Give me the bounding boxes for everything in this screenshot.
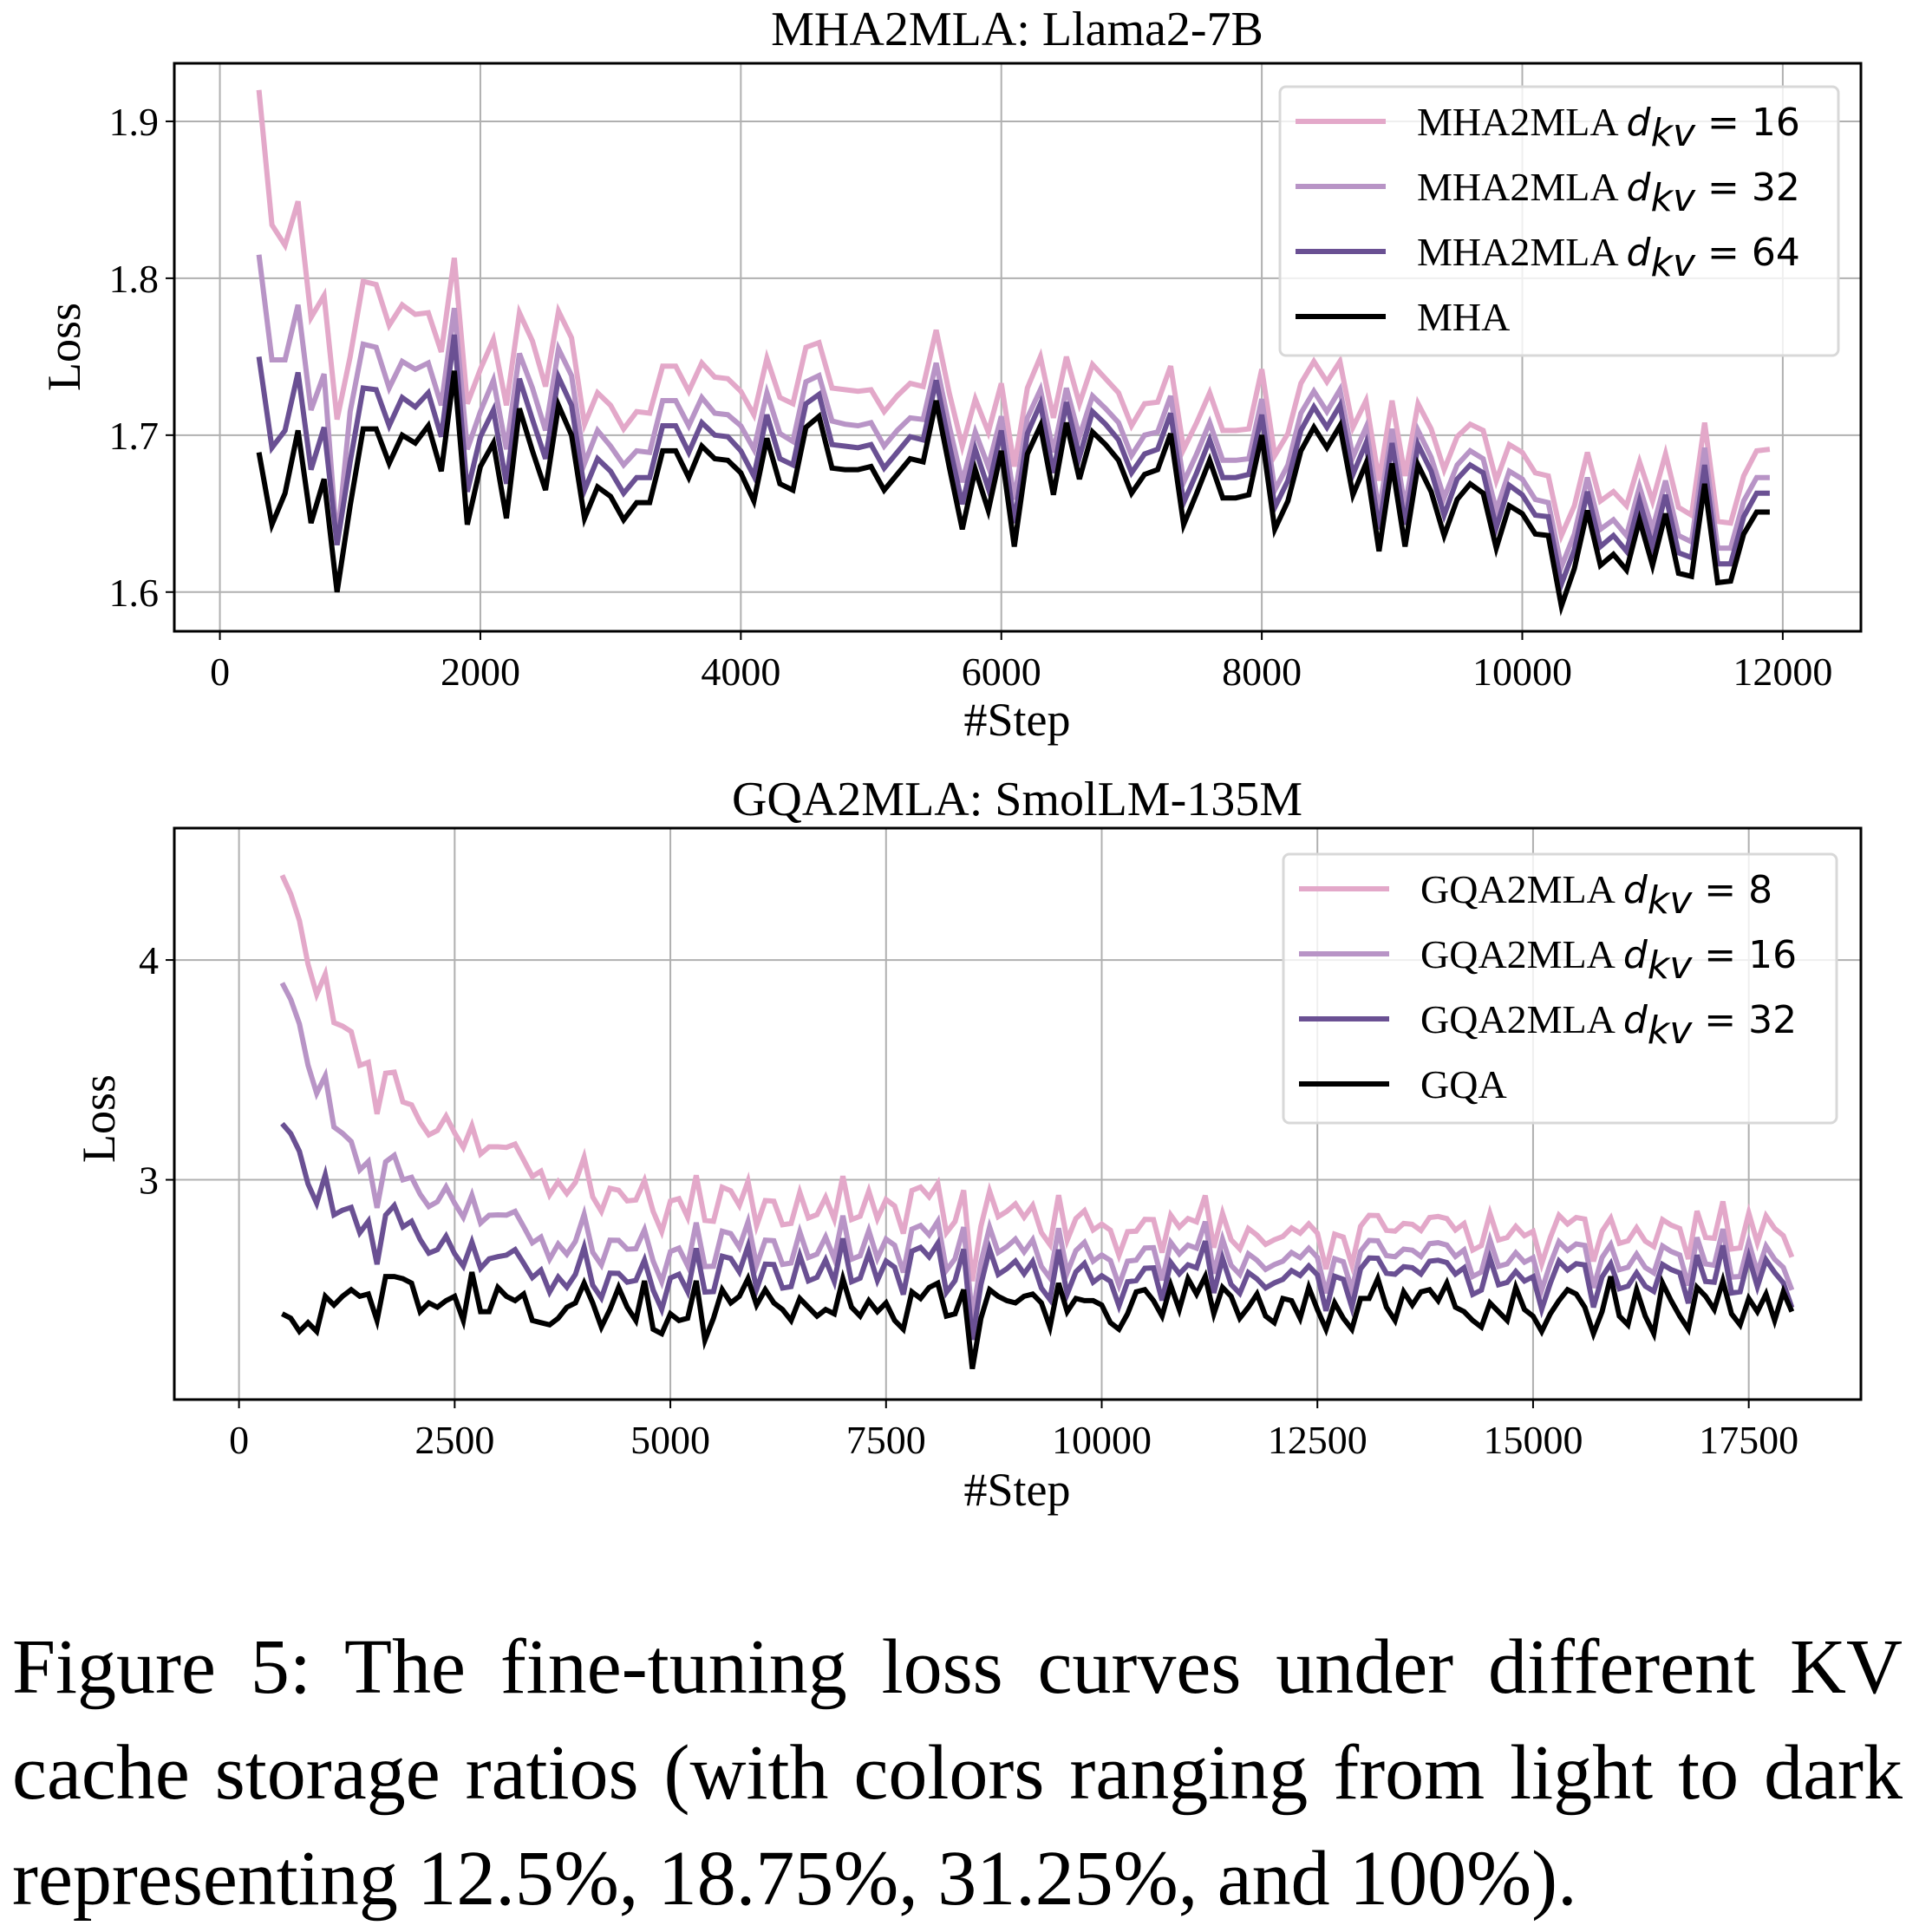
legend-math-value: = 16 bbox=[1692, 933, 1797, 977]
series-line-dkv-16 bbox=[256, 89, 1771, 545]
x-tick-label: 12000 bbox=[1733, 649, 1832, 694]
x-axis-label: #Step bbox=[963, 1464, 1070, 1516]
chart-title: MHA2MLA: Llama2-7B bbox=[771, 3, 1263, 56]
legend-math-value: = 32 bbox=[1692, 998, 1797, 1042]
series-line-dkv-8 bbox=[279, 874, 1795, 1282]
x-tick-label: 2000 bbox=[441, 649, 520, 694]
y-axis-ticks: 34 bbox=[139, 938, 174, 1203]
series-line-dkv-32 bbox=[280, 1121, 1795, 1341]
legend-math-subscript: kv bbox=[1648, 943, 1693, 988]
legend-math-subscript: kv bbox=[1650, 176, 1695, 220]
x-tick-label: 4000 bbox=[701, 649, 780, 694]
legend-math-d: d bbox=[1627, 166, 1652, 210]
legend-label: MHA2MLA dkv = 64 bbox=[1417, 230, 1800, 285]
x-tick-label: 12500 bbox=[1268, 1418, 1367, 1462]
figure-caption: Figure 5: The fine-tuning loss curves un… bbox=[12, 1624, 1903, 1922]
y-tick-label: 1.9 bbox=[109, 100, 160, 144]
legend-label: MHA bbox=[1417, 295, 1510, 339]
legend-box bbox=[1282, 852, 1838, 1125]
y-tick-label: 1.6 bbox=[109, 571, 160, 615]
legend-math-value: = 8 bbox=[1692, 868, 1772, 912]
series-line-mha bbox=[256, 370, 1770, 617]
legend-math-d: d bbox=[1623, 933, 1648, 977]
y-axis-label: Loss bbox=[73, 1074, 125, 1163]
plot-lines bbox=[279, 874, 1795, 1370]
chart-smollm-135m: GQA2MLA: SmolLM-135M 0 2500 5000 7500 10000 1… bbox=[73, 773, 1863, 1516]
legend-math-subscript: kv bbox=[1650, 111, 1695, 155]
legend-math-value: = 16 bbox=[1695, 101, 1800, 145]
legend-box bbox=[1278, 85, 1840, 357]
legend-math-subscript: kv bbox=[1648, 1008, 1693, 1053]
x-tick-label: 10000 bbox=[1472, 649, 1572, 694]
series-line-dkv-32 bbox=[256, 254, 1770, 577]
x-tick-label: 2500 bbox=[414, 1418, 494, 1462]
x-tick-label: 17500 bbox=[1699, 1418, 1798, 1462]
y-axis-label: Loss bbox=[38, 303, 90, 391]
legend-math-subscript: kv bbox=[1648, 878, 1693, 923]
x-axis-ticks: 0 2000 4000 6000 8000 10000 12000 bbox=[210, 631, 1832, 694]
legend-math-d: d bbox=[1623, 998, 1648, 1042]
y-tick-label: 4 bbox=[139, 938, 159, 982]
axes-frame bbox=[173, 826, 1863, 1401]
series-line-gqa bbox=[281, 1269, 1795, 1370]
legend-label: GQA bbox=[1420, 1062, 1507, 1106]
legend-math-value: = 64 bbox=[1695, 231, 1800, 275]
chart-llama2-7b: MHA2MLA: Llama2-7B 0 2000 4000 6000 8000 1000… bbox=[38, 3, 1863, 746]
x-tick-label: 0 bbox=[210, 649, 230, 694]
legend-math-value: = 32 bbox=[1695, 166, 1800, 210]
x-tick-label: 8000 bbox=[1222, 649, 1302, 694]
series-line-dkv-64 bbox=[256, 334, 1770, 594]
x-tick-label: 5000 bbox=[630, 1418, 710, 1462]
legend-math-d: d bbox=[1627, 101, 1652, 145]
x-axis-label: #Step bbox=[963, 694, 1070, 746]
x-tick-label: 15000 bbox=[1483, 1418, 1583, 1462]
y-tick-label: 1.8 bbox=[109, 257, 160, 301]
chart-title: GQA2MLA: SmolLM-135M bbox=[732, 773, 1302, 826]
y-tick-label: 1.7 bbox=[109, 414, 160, 458]
y-tick-label: 3 bbox=[139, 1159, 159, 1203]
legend-math-d: d bbox=[1627, 231, 1652, 275]
y-axis-ticks: 1.6 1.7 1.8 1.9 bbox=[109, 100, 174, 615]
legend-math-subscript: kv bbox=[1650, 241, 1695, 285]
x-axis-ticks: 0 2500 5000 7500 10000 12500 15000 17500 bbox=[229, 1400, 1798, 1462]
x-tick-label: 0 bbox=[229, 1418, 249, 1462]
legend-math-d: d bbox=[1623, 868, 1648, 912]
plot-lines bbox=[256, 89, 1771, 617]
x-tick-label: 10000 bbox=[1052, 1418, 1152, 1462]
axes-frame bbox=[173, 62, 1863, 633]
series-line-dkv-16 bbox=[279, 982, 1795, 1319]
x-tick-label: 7500 bbox=[846, 1418, 926, 1462]
x-tick-label: 6000 bbox=[962, 649, 1041, 694]
